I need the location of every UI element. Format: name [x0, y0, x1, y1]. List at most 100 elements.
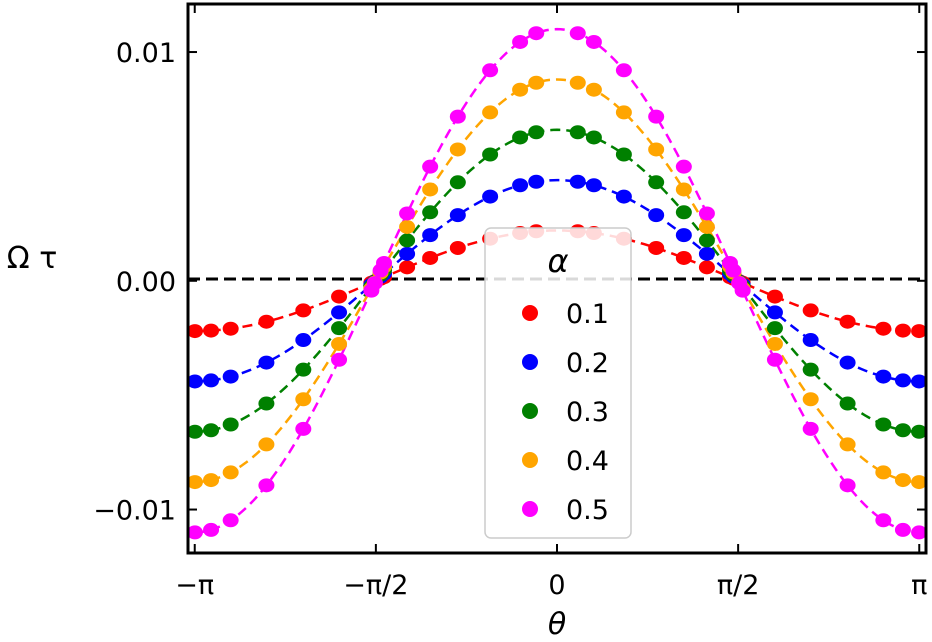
data-point-0.2: [839, 355, 856, 370]
data-point-0.4: [331, 336, 348, 351]
data-point-0.1: [258, 314, 275, 329]
data-point-0.3: [698, 233, 715, 248]
data-point-0.5: [802, 421, 819, 436]
data-point-0.3: [203, 423, 220, 438]
data-point-0.2: [698, 246, 715, 261]
x-axis-label: θ: [548, 607, 566, 642]
data-point-0.2: [449, 208, 466, 223]
data-point-0.5: [295, 421, 312, 436]
data-point-0.5: [512, 34, 529, 49]
data-point-0.5: [734, 283, 751, 298]
x-tick-label: −π/2: [343, 570, 408, 601]
data-point-0.4: [482, 105, 499, 120]
data-point-0.2: [528, 174, 545, 189]
legend-entries: 0.1 0.2 0.3 0.4 0.5: [522, 299, 609, 526]
x-tick-label: π: [911, 570, 927, 601]
data-point-0.1: [802, 303, 819, 318]
data-point-0.4: [569, 75, 586, 90]
data-point-0.3: [512, 130, 529, 145]
data-point-0.5: [449, 109, 466, 124]
legend-marker-0.4: [522, 452, 538, 468]
data-point-0.5: [482, 63, 499, 78]
data-point-0.3: [422, 205, 439, 220]
data-point-0.5: [331, 352, 348, 367]
data-point-0.3: [615, 147, 632, 162]
data-point-0.5: [615, 63, 632, 78]
data-point-0.4: [648, 142, 665, 157]
y-tick-label: −0.01: [93, 496, 176, 527]
data-point-0.3: [875, 417, 892, 432]
data-point-0.2: [894, 373, 911, 388]
legend: α 0.1 0.2 0.3 0.4 0.5: [484, 227, 632, 539]
data-point-0.4: [615, 105, 632, 120]
data-point-0.2: [258, 355, 275, 370]
data-point-0.3: [585, 130, 602, 145]
data-point-0.5: [222, 513, 239, 528]
data-point-0.4: [399, 219, 416, 234]
data-point-0.5: [376, 255, 393, 270]
y-tick-label: 0.01: [116, 38, 176, 69]
data-point-0.5: [675, 159, 692, 174]
data-point-0.5: [911, 525, 928, 540]
fit-curve-0.1: [194, 229, 920, 333]
data-point-0.2: [331, 305, 348, 320]
data-point-0.3: [648, 175, 665, 190]
data-point-0.1: [875, 321, 892, 336]
data-point-0.2: [802, 333, 819, 348]
data-point-0.3: [766, 321, 783, 336]
data-point-0.1: [839, 314, 856, 329]
fit-curve-0.4: [194, 78, 920, 484]
data-point-0.5: [698, 206, 715, 221]
data-point-0.5: [186, 525, 203, 540]
fit-curve-0.2: [194, 178, 920, 383]
x-tick-label: π/2: [717, 570, 760, 601]
data-point-0.3: [186, 424, 203, 439]
data-point-0.1: [766, 289, 783, 304]
data-points: [186, 26, 928, 540]
data-point-0.3: [569, 125, 586, 140]
data-point-0.4: [911, 475, 928, 490]
data-point-0.4: [802, 392, 819, 407]
data-point-0.1: [399, 260, 416, 275]
data-point-0.3: [331, 321, 348, 336]
data-point-0.5: [203, 522, 220, 537]
data-point-0.1: [894, 323, 911, 338]
data-point-0.1: [203, 323, 220, 338]
axis-ticks: −π −π/2 0 π/2 π 0.01 0.00 −0.01: [93, 4, 927, 601]
data-point-0.5: [894, 522, 911, 537]
data-point-0.3: [399, 233, 416, 248]
data-point-0.5: [725, 263, 742, 278]
data-point-0.3: [482, 147, 499, 162]
data-point-0.1: [449, 240, 466, 255]
data-point-0.4: [875, 465, 892, 480]
data-point-0.2: [203, 373, 220, 388]
data-point-0.5: [422, 159, 439, 174]
data-point-0.4: [528, 75, 545, 90]
data-point-0.2: [222, 369, 239, 384]
data-point-0.1: [422, 250, 439, 265]
legend-marker-0.2: [522, 354, 538, 370]
data-point-0.5: [648, 109, 665, 124]
fit-curves: [194, 27, 920, 534]
data-point-0.3: [295, 362, 312, 377]
data-point-0.2: [399, 246, 416, 261]
data-point-0.5: [585, 34, 602, 49]
data-point-0.5: [399, 206, 416, 221]
data-point-0.4: [422, 182, 439, 197]
legend-label-0.2: 0.2: [566, 348, 609, 379]
data-point-0.4: [512, 82, 529, 97]
legend-label-0.4: 0.4: [566, 446, 609, 477]
data-point-0.3: [894, 423, 911, 438]
data-point-0.4: [894, 473, 911, 488]
data-point-0.4: [766, 336, 783, 351]
data-point-0.3: [222, 417, 239, 432]
data-point-0.5: [875, 513, 892, 528]
data-point-0.1: [295, 303, 312, 318]
y-tick-label: 0.00: [116, 267, 176, 298]
data-point-0.4: [449, 142, 466, 157]
legend-label-0.5: 0.5: [566, 495, 609, 526]
legend-marker-0.3: [522, 403, 538, 419]
data-point-0.3: [258, 396, 275, 411]
legend-label-0.1: 0.1: [566, 299, 609, 330]
